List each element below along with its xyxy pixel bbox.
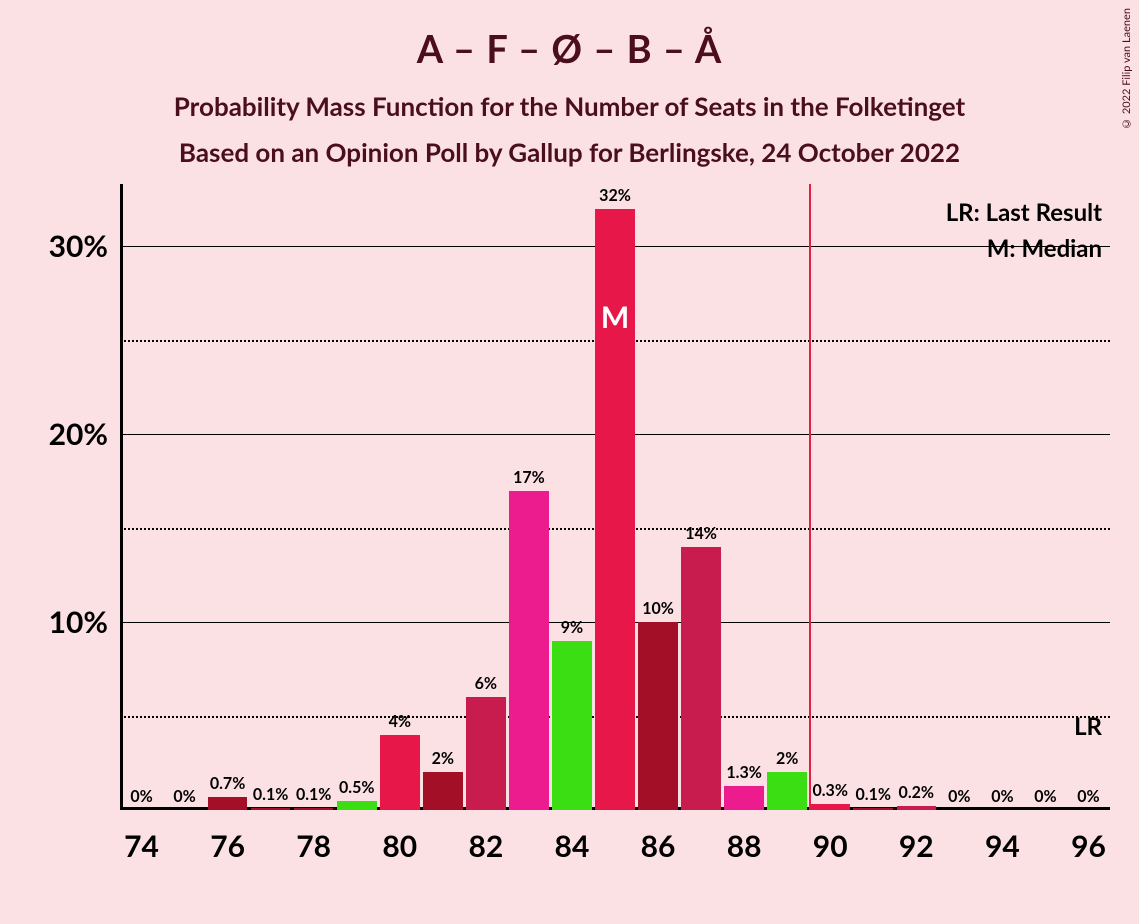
bar-value-label: 6% [475,674,497,693]
x-tick-label: 84 [555,828,590,864]
bar [724,786,764,810]
bar-value-label: 0.1% [296,785,331,804]
bar [509,491,549,810]
bar [897,806,937,810]
bar [681,547,721,810]
x-tick-label: 80 [382,828,417,864]
bar-value-label: 0.1% [253,785,288,804]
bar-value-label: 0.2% [899,783,934,802]
x-tick-label: 88 [727,828,762,864]
bar-value-label: 0% [130,787,152,806]
bar [423,772,463,810]
bar-value-label: 10% [642,599,674,618]
y-tick-label: 20% [49,416,108,452]
bar [337,801,377,810]
lr-axis-label: LR [1074,712,1102,741]
chart-subtitle-1: Probability Mass Function for the Number… [0,90,1139,122]
bar-value-label: 14% [685,524,717,543]
bar-value-label: 0% [1077,787,1099,806]
x-tick-label: 96 [1071,828,1106,864]
x-tick-label: 82 [468,828,503,864]
bar [853,808,893,810]
bar [638,622,678,810]
bar-value-label: 32% [599,186,631,205]
bar [251,808,291,810]
x-tick-label: 92 [899,828,934,864]
copyright-text: © 2022 Filip van Laenen [1120,8,1133,130]
bar-value-label: 0.5% [339,778,374,797]
bar-value-label: 0.7% [210,774,245,793]
x-tick-label: 94 [985,828,1020,864]
bar [466,697,506,810]
bar [810,804,850,810]
bar-value-label: 0% [991,787,1013,806]
bar [767,772,807,810]
x-tick-label: 74 [124,828,159,864]
bar-value-label: 2% [432,749,454,768]
lr-line [809,184,811,810]
bar-value-label: 0% [173,787,195,806]
legend-median: M: Median [987,234,1102,263]
bar-value-label: 1.3% [726,763,761,782]
bar-value-label: 9% [561,618,583,637]
bar [552,641,592,810]
bar-value-label: 17% [513,468,545,487]
x-tick-label: 90 [813,828,848,864]
bar-value-label: 4% [389,712,411,731]
bar-value-label: 0% [1034,787,1056,806]
legend-lr: LR: Last Result [946,198,1102,227]
bar [294,808,334,810]
bar [380,735,420,810]
bar-value-label: 0% [948,787,970,806]
bar [208,797,248,810]
y-tick-label: 10% [49,604,108,640]
chart-title: A – F – Ø – B – Å [0,0,1139,72]
x-tick-label: 78 [296,828,331,864]
x-tick-label: 76 [210,828,245,864]
bar-value-label: 0.1% [856,785,891,804]
bar-value-label: 0.3% [812,781,847,800]
chart-plot-area: 10%20%30%7476788082848688909294960%0%0.7… [120,190,1110,810]
chart-subtitle-2: Based on an Opinion Poll by Gallup for B… [0,136,1139,168]
median-mark: M [601,299,629,335]
bar-value-label: 2% [776,749,798,768]
x-tick-label: 86 [641,828,676,864]
y-tick-label: 30% [49,228,108,264]
